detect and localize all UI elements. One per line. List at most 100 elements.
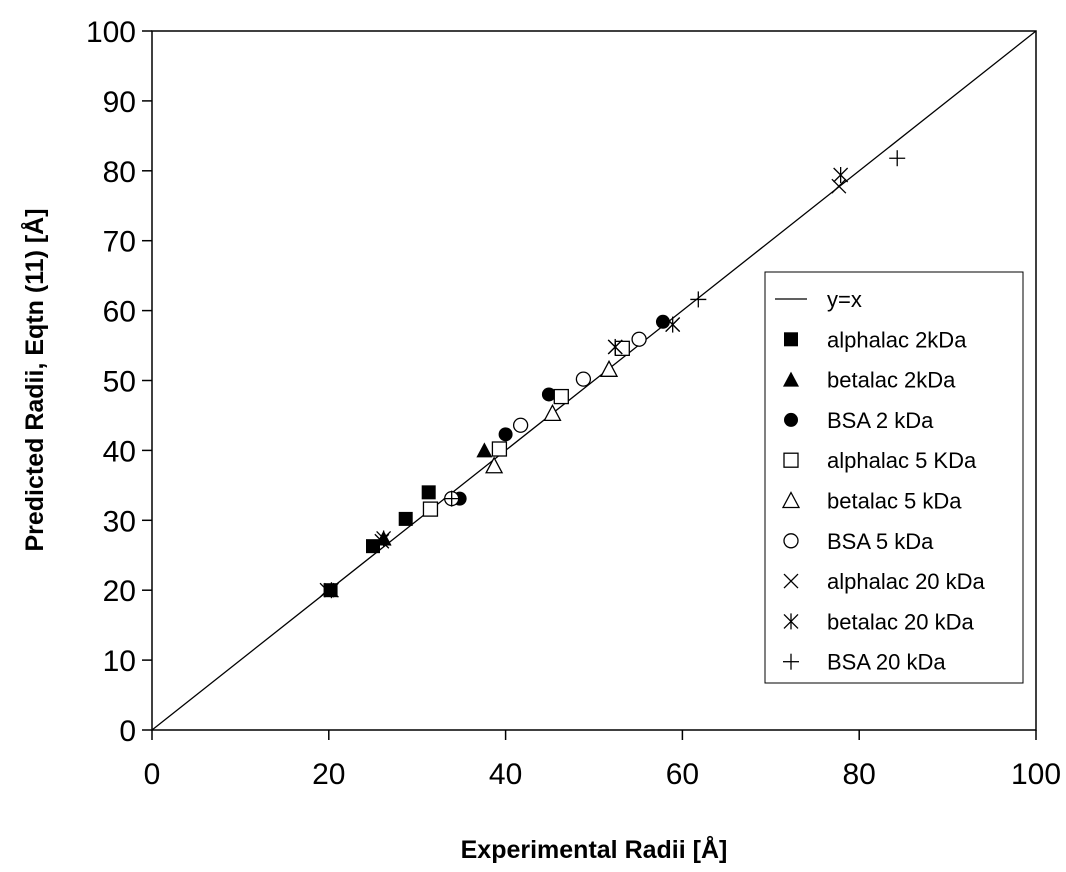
y-tick-label: 30 [103,505,136,538]
x-tick-label: 0 [144,758,161,791]
y-tick-label: 20 [103,575,136,608]
data-point [665,316,681,333]
marker-shape [575,371,592,387]
marker-shape [783,533,799,549]
legend-marker [783,371,799,387]
y-tick-label: 50 [103,366,136,399]
reference-line-group [151,30,1037,731]
legend-marker [781,491,801,509]
legend-label: BSA 2 kDa [827,408,934,433]
legend-marker [783,533,799,549]
data-point [543,403,562,422]
marker-shape [543,403,562,422]
y-tick-label: 40 [103,435,136,468]
data-point [553,388,569,405]
series-4 [485,359,619,474]
series-2 [452,314,670,506]
marker-shape [783,573,799,589]
data-point [833,166,849,183]
marker-shape [599,359,619,377]
data-point [476,442,493,458]
marker-shape [541,387,556,402]
x-tick-label: 80 [843,758,876,791]
y-tick-label: 70 [103,226,136,259]
legend-label: BSA 5 kDa [827,529,934,554]
legend-marker [783,613,799,630]
marker-shape [485,456,504,474]
y-tick-label: 80 [103,156,136,189]
data-point [631,331,647,347]
marker-shape [784,332,798,347]
data-point [374,533,390,549]
marker-shape [374,533,390,549]
legend-label: betalac 5 kDa [827,489,962,514]
data-point [323,582,339,599]
data-point [421,485,436,500]
data-point [398,511,413,526]
data-point [512,417,529,433]
data-point [422,501,439,517]
marker-shape [476,442,493,458]
legend-label: BSA 20 kDa [827,650,946,675]
marker-shape [491,441,508,457]
x-tick-label: 20 [312,758,345,791]
legend-label: betalac 2kDa [827,368,956,393]
y-tick-label: 100 [86,16,136,49]
marker-shape [498,427,513,442]
legend: y=x alphalac 2kDa betalac 2kDa BSA 2 kDa alp… [764,271,1024,684]
marker-shape [553,388,569,405]
data-point [491,441,508,457]
y-axis-title: Predicted Radii, Eqtn (11) [Å] [20,208,49,551]
marker-shape [781,491,801,509]
data-point [443,490,460,507]
data-point [485,456,504,474]
series-7 [323,166,849,599]
data-points [319,150,906,599]
legend-marker [784,412,798,427]
x-tick-label: 40 [489,758,522,791]
data-point [541,387,556,402]
marker-shape [831,178,847,194]
x-axis-title: Experimental Radii [Å] [461,835,728,864]
series-3 [422,340,630,517]
y-tick-label: 60 [103,296,136,329]
series-8 [443,150,906,507]
data-point [376,530,392,547]
legend-box [764,271,1024,684]
data-point [575,371,592,387]
marker-shape [512,417,529,433]
marker-shape [398,511,413,526]
x-tick-label: 60 [666,758,699,791]
marker-shape [422,501,439,517]
marker-shape [421,485,436,500]
legend-marker [783,653,799,670]
x-tick-label: 100 [1011,758,1061,791]
marker-shape [631,331,647,347]
data-point [655,314,670,329]
marker-shape [783,452,799,468]
marker-shape [783,371,799,387]
marker-shape [784,412,798,427]
legend-marker [783,573,799,589]
legend-label: betalac 20 kDa [827,609,975,634]
axis-ticks: 0 20 40 60 80 100 0 10 20 30 40 50 60 70 80 90 100 [86,16,1061,791]
data-point [690,291,707,308]
data-point [366,539,380,554]
legend-marker [784,332,798,347]
reference-line [151,30,1037,731]
marker-shape [655,314,670,329]
marker-shape [366,539,380,554]
legend-label: alphalac 2kDa [827,327,967,352]
y-tick-label: 0 [119,715,136,748]
y-tick-label: 10 [103,645,136,678]
data-point [607,338,623,355]
data-point [599,359,619,377]
y-tick-label: 90 [103,86,136,119]
data-point [498,427,513,442]
legend-label: alphalac 20 kDa [827,569,986,594]
legend-label: y=x [827,287,862,312]
data-point [889,150,906,167]
legend-label: alphalac 5 KDa [827,448,977,473]
legend-marker [783,452,799,468]
